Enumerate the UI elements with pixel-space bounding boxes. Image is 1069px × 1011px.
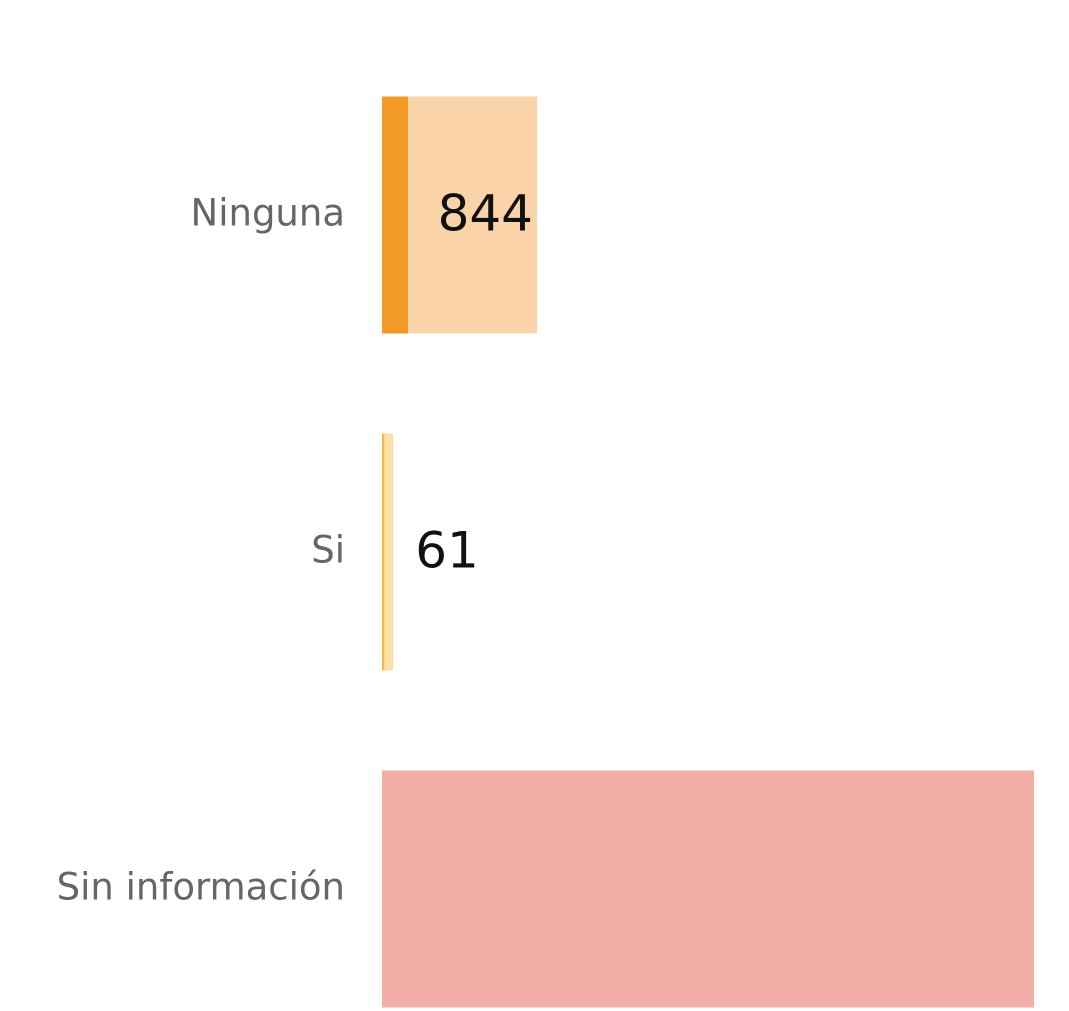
category-label: Ninguna — [191, 192, 345, 235]
category-label: Si — [311, 529, 345, 572]
value-label: 844 — [438, 185, 533, 243]
bar — [382, 770, 1034, 1008]
bar — [382, 433, 394, 671]
category-label: Sin información — [57, 866, 345, 909]
bar-accent — [382, 433, 385, 671]
value-label: 61 — [415, 522, 479, 580]
bar-accent — [382, 96, 408, 334]
